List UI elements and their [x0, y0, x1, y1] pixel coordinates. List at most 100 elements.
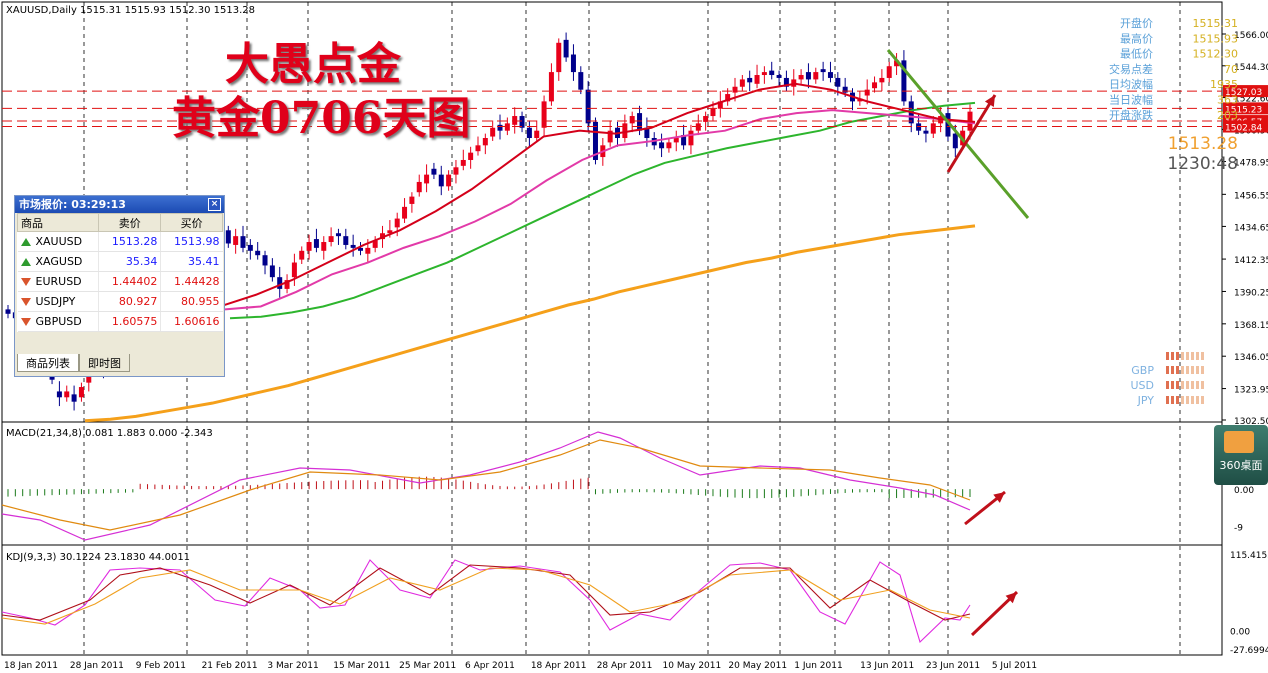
col-header-symbol[interactable]: 商品 — [16, 213, 100, 232]
x-tick-label: 21 Feb 2011 — [202, 661, 258, 671]
candle-body — [475, 145, 481, 152]
candle-body — [776, 75, 782, 78]
ask-cell: 35.41 — [160, 251, 223, 272]
candle-body — [607, 130, 613, 143]
candle-body — [306, 242, 312, 251]
candle-body — [835, 77, 841, 87]
candle-body — [725, 94, 731, 102]
chart-title: 大愚点金 — [225, 39, 401, 90]
widget-360-desktop[interactable]: 360桌面 — [1214, 425, 1268, 485]
price-tag — [1223, 85, 1268, 98]
symbol-cell: GBPUSD — [17, 311, 99, 332]
market-watch-row[interactable]: USDJPY 80.927 80.955 — [17, 291, 223, 312]
candle-body — [769, 70, 775, 76]
candle-body — [343, 236, 349, 245]
candle-body — [416, 181, 422, 193]
col-header-ask[interactable]: 买价 — [160, 213, 223, 232]
candle-body — [64, 391, 70, 398]
price-tick-label: 1544.30 — [1234, 63, 1268, 73]
candle-body — [637, 113, 643, 131]
countdown-timer: 1230:48 — [1167, 154, 1238, 174]
bid-cell: 1513.28 — [98, 231, 161, 252]
candle-body — [827, 72, 833, 78]
tab-tick-chart[interactable]: 即时图 — [79, 354, 130, 372]
candle-body — [86, 372, 92, 383]
currency-bar — [1201, 381, 1204, 389]
market-watch-window[interactable]: 市场报价: 03:29:13 × 商品 卖价 买价 XAUUSD 1513.28 1… — [14, 195, 225, 377]
candle-body — [541, 101, 547, 128]
candle-body — [703, 116, 709, 122]
candle-body — [468, 152, 474, 160]
x-tick-label: 28 Jan 2011 — [70, 661, 124, 671]
candle-body — [460, 159, 466, 166]
candle-body — [864, 89, 870, 96]
market-watch-row[interactable]: GBPUSD 1.60575 1.60616 — [17, 311, 223, 332]
trend-arrow-price — [946, 94, 997, 173]
candle-body — [585, 89, 591, 124]
candle-body — [490, 127, 496, 137]
x-tick-label: 15 Mar 2011 — [333, 661, 390, 671]
info-value: 363 — [1217, 94, 1238, 107]
kdj-tick-label: 115.4153 — [1230, 551, 1268, 561]
price-tick-label: 1456.55 — [1234, 191, 1268, 201]
candle-body — [688, 130, 694, 146]
info-label: 交易点差 — [1109, 62, 1153, 76]
macd-signal-line — [1, 439, 971, 531]
candle-body — [923, 130, 929, 134]
currency-bar — [1171, 396, 1174, 404]
x-tick-label: 1 Jun 2011 — [794, 661, 842, 671]
close-icon[interactable]: × — [208, 198, 221, 211]
tab-symbol-list[interactable]: 商品列表 — [17, 354, 79, 372]
currency-bar — [1181, 396, 1184, 404]
ma-magenta-line — [224, 109, 976, 311]
candle-body — [901, 60, 907, 102]
candle-body — [56, 391, 62, 398]
kdj-tick-label: 0.00 — [1230, 628, 1250, 638]
info-value: 1515.31 — [1193, 17, 1239, 30]
candle-body — [372, 240, 378, 248]
info-label: 开盘涨跌 — [1109, 108, 1153, 122]
x-tick-label: 3 Mar 2011 — [267, 661, 318, 671]
candle-body — [335, 233, 341, 237]
symbol-header: XAUUSD,Daily 1515.31 1515.93 1512.30 151… — [6, 5, 255, 16]
x-tick-label: 9 Feb 2011 — [136, 661, 186, 671]
candle-body — [240, 236, 246, 248]
trend-arrow-price-head — [984, 95, 995, 107]
currency-bar — [1171, 381, 1174, 389]
market-watch-row[interactable]: XAGUSD 35.34 35.41 — [17, 251, 223, 272]
x-tick-label: 13 Jun 2011 — [860, 661, 914, 671]
bid-cell: 1.44402 — [98, 271, 161, 292]
price-tick-label: 1390.25 — [1234, 288, 1268, 298]
currency-bar — [1191, 352, 1194, 360]
candle-body — [732, 86, 738, 93]
candle-body — [563, 39, 569, 58]
candle-body — [350, 244, 356, 248]
currency-bar — [1191, 396, 1194, 404]
candle-body — [284, 280, 290, 289]
currency-bar — [1171, 366, 1174, 374]
arrow-down-icon — [20, 298, 31, 306]
market-watch-row[interactable]: EURUSD 1.44402 1.44428 — [17, 271, 223, 292]
candle-body — [409, 196, 415, 204]
candle-body — [930, 123, 936, 134]
currency-bar — [1186, 381, 1189, 389]
currency-bar — [1171, 352, 1174, 360]
col-header-bid[interactable]: 卖价 — [98, 213, 162, 232]
market-watch-row[interactable]: XAUUSD 1513.28 1513.98 — [17, 231, 223, 252]
x-tick-label: 25 Mar 2011 — [399, 661, 456, 671]
candle-body — [402, 206, 408, 219]
candle-body — [519, 116, 525, 128]
candle-body — [277, 277, 283, 289]
x-tick-label: 5 Jul 2011 — [992, 661, 1037, 671]
currency-bar — [1196, 396, 1199, 404]
info-value: 203 — [1217, 109, 1238, 122]
price-tick-label: 1566.00 — [1234, 31, 1268, 41]
info-label: 最高价 — [1120, 31, 1153, 45]
info-value: 70 — [1224, 63, 1238, 76]
candle-body — [681, 135, 687, 146]
candle-body — [798, 75, 804, 80]
symbol-label: GBPUSD — [35, 315, 82, 328]
kdj-tick-label: -27.6994 — [1230, 646, 1268, 656]
symbol-label: EURUSD — [35, 275, 82, 288]
